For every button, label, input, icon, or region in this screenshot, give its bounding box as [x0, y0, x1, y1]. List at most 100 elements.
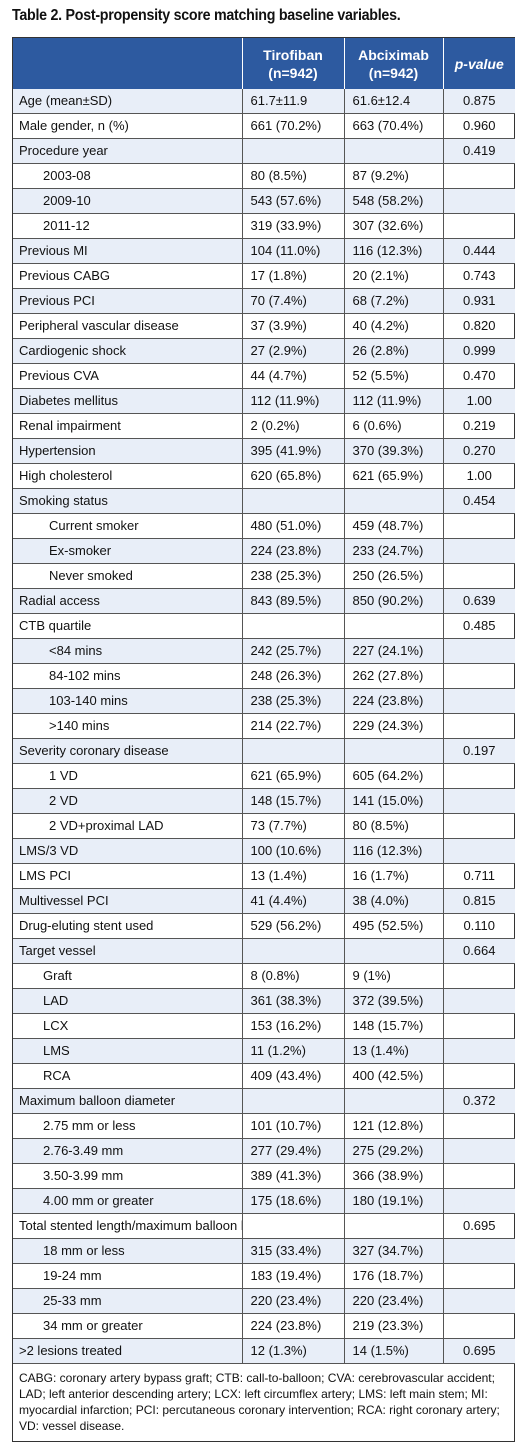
tirofiban-value: 361 (38.3%) — [242, 988, 345, 1014]
tirofiban-value: 529 (56.2%) — [242, 913, 345, 939]
row-label: 34 mm or greater — [13, 1313, 243, 1339]
abciximab-value — [344, 488, 444, 514]
abciximab-value — [344, 138, 444, 164]
row-label: Previous CVA — [13, 363, 243, 389]
abciximab-value: 112 (11.9%) — [344, 388, 444, 414]
row-label: 84-102 mins — [13, 663, 243, 689]
p-value: 0.711 — [443, 863, 515, 889]
row-label: Target vessel — [13, 938, 243, 964]
header-abciximab-name: Abciximab — [358, 46, 429, 63]
table-row: 19-24 mm 183 (19.4%) 176 (18.7%) — [13, 1263, 515, 1289]
header-abciximab-n: (n=942) — [368, 64, 419, 81]
p-value — [443, 813, 515, 839]
tirofiban-value: 480 (51.0%) — [242, 513, 345, 539]
p-value — [443, 763, 515, 789]
p-value: 0.485 — [443, 613, 515, 639]
p-value — [443, 688, 515, 714]
table-row: Radial access 843 (89.5%) 850 (90.2%) 0.639 — [13, 588, 515, 614]
p-value: 0.110 — [443, 913, 515, 939]
abciximab-value: 40 (4.2%) — [344, 313, 444, 339]
tirofiban-value: 224 (23.8%) — [242, 1313, 345, 1339]
abciximab-value: 372 (39.5%) — [344, 988, 444, 1014]
row-label: Maximum balloon diameter — [13, 1088, 243, 1114]
header-tirofiban-name: Tirofiban — [263, 46, 323, 63]
table-row: Hypertension 395 (41.9%) 370 (39.3%) 0.270 — [13, 438, 515, 464]
row-label: 3.50-3.99 mm — [13, 1163, 243, 1189]
tirofiban-value — [242, 1213, 345, 1239]
p-value — [443, 838, 515, 864]
table-row: Previous CABG 17 (1.8%) 20 (2.1%) 0.743 — [13, 263, 515, 289]
table-row: 2009-10 543 (57.6%) 548 (58.2%) — [13, 188, 515, 214]
tirofiban-value: 70 (7.4%) — [242, 288, 345, 314]
row-label: Age (mean±SD) — [13, 89, 243, 114]
table-row: Target vessel 0.664 — [13, 938, 515, 964]
tirofiban-value: 621 (65.9%) — [242, 763, 345, 789]
p-value: 0.270 — [443, 438, 515, 464]
abciximab-value — [344, 613, 444, 639]
p-value: 0.960 — [443, 113, 515, 139]
tirofiban-value — [242, 938, 345, 964]
p-value: 0.444 — [443, 238, 515, 264]
row-label: 1 VD — [13, 763, 243, 789]
abciximab-value: 116 (12.3%) — [344, 838, 444, 864]
p-value: 0.470 — [443, 363, 515, 389]
abciximab-value: 233 (24.7%) — [344, 538, 444, 564]
row-label: CTB quartile — [13, 613, 243, 639]
p-value: 0.815 — [443, 888, 515, 914]
table-row: Male gender, n (%) 661 (70.2%) 663 (70.4%)… — [13, 113, 515, 139]
row-label: Radial access — [13, 588, 243, 614]
tirofiban-value: 277 (29.4%) — [242, 1138, 345, 1164]
tirofiban-value: 214 (22.7%) — [242, 713, 345, 739]
p-value — [443, 1288, 515, 1314]
row-label: 2.76-3.49 mm — [13, 1138, 243, 1164]
p-value — [443, 1113, 515, 1139]
table-row: 1 VD 621 (65.9%) 605 (64.2%) — [13, 763, 515, 789]
tirofiban-value: 73 (7.7%) — [242, 813, 345, 839]
row-label: 2003-08 — [13, 163, 243, 189]
row-label: Total stented length/maximum balloon len… — [13, 1213, 243, 1239]
row-label: 2009-10 — [13, 188, 243, 214]
abciximab-value: 6 (0.6%) — [344, 413, 444, 439]
p-value — [443, 1013, 515, 1039]
row-label: 2 VD — [13, 788, 243, 814]
tirofiban-value: 238 (25.3%) — [242, 563, 345, 589]
table-row: Severity coronary disease 0.197 — [13, 738, 515, 764]
abciximab-value: 26 (2.8%) — [344, 338, 444, 364]
header-variable — [13, 38, 243, 89]
p-value — [443, 788, 515, 814]
p-value: 0.219 — [443, 413, 515, 439]
tirofiban-value — [242, 738, 345, 764]
abciximab-value: 262 (27.8%) — [344, 663, 444, 689]
table-row: LMS/3 VD 100 (10.6%) 116 (12.3%) — [13, 838, 515, 864]
abciximab-value: 621 (65.9%) — [344, 463, 444, 489]
abciximab-value: 176 (18.7%) — [344, 1263, 444, 1289]
p-value — [443, 963, 515, 989]
table-row: Renal impairment 2 (0.2%) 6 (0.6%) 0.219 — [13, 413, 515, 439]
table-row: RCA 409 (43.4%) 400 (42.5%) — [13, 1063, 515, 1089]
p-value — [443, 1038, 515, 1064]
p-value — [443, 1138, 515, 1164]
table-row: LMS 11 (1.2%) 13 (1.4%) — [13, 1038, 515, 1064]
table-row: Multivessel PCI 41 (4.4%) 38 (4.0%) 0.815 — [13, 888, 515, 914]
table-row: CTB quartile 0.485 — [13, 613, 515, 639]
row-label: 19-24 mm — [13, 1263, 243, 1289]
p-value — [443, 563, 515, 589]
table-row: <84 mins 242 (25.7%) 227 (24.1%) — [13, 638, 515, 664]
table-row: Previous MI 104 (11.0%) 116 (12.3%) 0.444 — [13, 238, 515, 264]
abciximab-value: 850 (90.2%) — [344, 588, 444, 614]
p-value: 0.197 — [443, 738, 515, 764]
p-value: 0.695 — [443, 1338, 515, 1364]
p-value — [443, 1263, 515, 1289]
tirofiban-value — [242, 1088, 345, 1114]
table-row: Peripheral vascular disease 37 (3.9%) 40 (… — [13, 313, 515, 339]
table-row: High cholesterol 620 (65.8%) 621 (65.9%) 1.… — [13, 463, 515, 489]
table-row: Previous CVA 44 (4.7%) 52 (5.5%) 0.470 — [13, 363, 515, 389]
p-value — [443, 1313, 515, 1339]
row-label: Ex-smoker — [13, 538, 243, 564]
abciximab-value: 52 (5.5%) — [344, 363, 444, 389]
tirofiban-value: 41 (4.4%) — [242, 888, 345, 914]
tirofiban-value: 220 (23.4%) — [242, 1288, 345, 1314]
row-label: Hypertension — [13, 438, 243, 464]
row-label: Smoking status — [13, 488, 243, 514]
row-label: Cardiogenic shock — [13, 338, 243, 364]
